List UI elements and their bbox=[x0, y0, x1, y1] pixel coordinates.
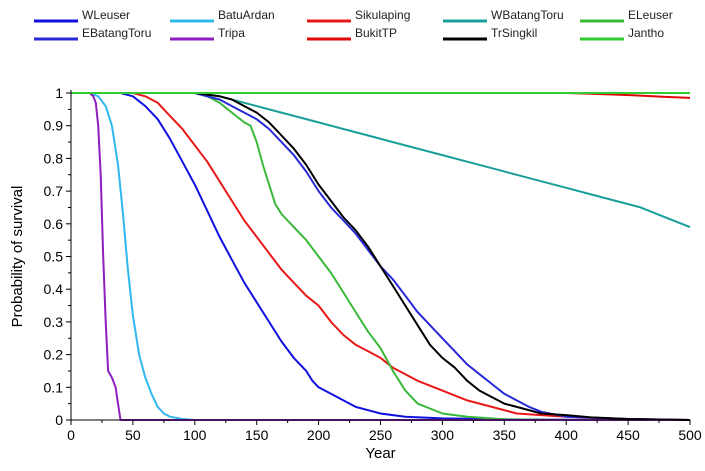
legend-entry: Sikulaping bbox=[307, 8, 410, 23]
legend-entry: ELeuser bbox=[580, 8, 673, 23]
series-line bbox=[71, 92, 691, 421]
x-tick-label: 300 bbox=[431, 427, 455, 443]
legend-entry: Tripa bbox=[170, 26, 245, 41]
legend-entry: EBatangToru bbox=[34, 26, 151, 41]
series-line bbox=[71, 92, 691, 421]
x-tick-label: 50 bbox=[125, 427, 141, 443]
legend-entry: WBatangToru bbox=[443, 8, 564, 23]
x-tick-label: 250 bbox=[369, 427, 393, 443]
series-line bbox=[71, 92, 691, 421]
x-tick-label: 200 bbox=[307, 427, 331, 443]
y-tick-label: 0.1 bbox=[44, 379, 64, 395]
x-tick-label: 450 bbox=[616, 427, 640, 443]
series-line bbox=[71, 92, 690, 421]
legend-label: Tripa bbox=[218, 26, 245, 40]
x-tick-label: 0 bbox=[67, 427, 75, 443]
legend-label: ELeuser bbox=[628, 8, 673, 22]
x-axis-label: Year bbox=[365, 445, 395, 462]
legend-label: TrSingkil bbox=[491, 26, 537, 40]
legend-label: WLeuser bbox=[82, 8, 130, 22]
series-line bbox=[71, 92, 691, 421]
series-line bbox=[71, 92, 690, 421]
legend-label: Sikulaping bbox=[355, 8, 410, 22]
series-line bbox=[71, 92, 690, 421]
y-tick-label: 0.8 bbox=[44, 150, 64, 166]
legend-label: BukitTP bbox=[355, 26, 397, 40]
x-tick-label: 500 bbox=[678, 427, 702, 443]
legend-label: EBatangToru bbox=[82, 26, 151, 40]
y-tick-label: 0.9 bbox=[44, 118, 64, 134]
x-tick-label: 350 bbox=[493, 427, 517, 443]
legend-label: Jantho bbox=[628, 26, 664, 40]
x-tick-label: 400 bbox=[555, 427, 579, 443]
y-tick-label: 0.7 bbox=[44, 183, 64, 199]
legend-entry: Jantho bbox=[580, 26, 664, 41]
x-tick-label: 100 bbox=[183, 427, 207, 443]
axes: 0 0.1 0.2 0.3 0.4 0.5 0.6 0.7 0.8 0.9 1 0 50 100 150 20… bbox=[44, 85, 702, 443]
y-tick-label: 0 bbox=[55, 412, 63, 428]
y-axis-label: Probability of survival bbox=[9, 186, 26, 328]
y-tick-label: 0.2 bbox=[44, 347, 64, 363]
legend-label: WBatangToru bbox=[491, 8, 564, 22]
legend: WLeuser BatuArdan Sikulaping WBatangToru ELe… bbox=[34, 8, 673, 41]
x-tick-label: 150 bbox=[245, 427, 269, 443]
y-tick-label: 0.5 bbox=[44, 249, 64, 265]
legend-entry: WLeuser bbox=[34, 8, 130, 23]
y-tick-label: 0.3 bbox=[44, 314, 64, 330]
plot-area bbox=[71, 92, 691, 421]
legend-entry: BukitTP bbox=[307, 26, 397, 41]
y-tick-label: 0.4 bbox=[44, 281, 64, 297]
series-line bbox=[71, 92, 691, 229]
legend-entry: TrSingkil bbox=[443, 26, 537, 41]
legend-label: BatuArdan bbox=[218, 8, 275, 22]
legend-entry: BatuArdan bbox=[170, 8, 275, 23]
y-tick-label: 1 bbox=[55, 85, 63, 101]
y-tick-label: 0.6 bbox=[44, 216, 64, 232]
